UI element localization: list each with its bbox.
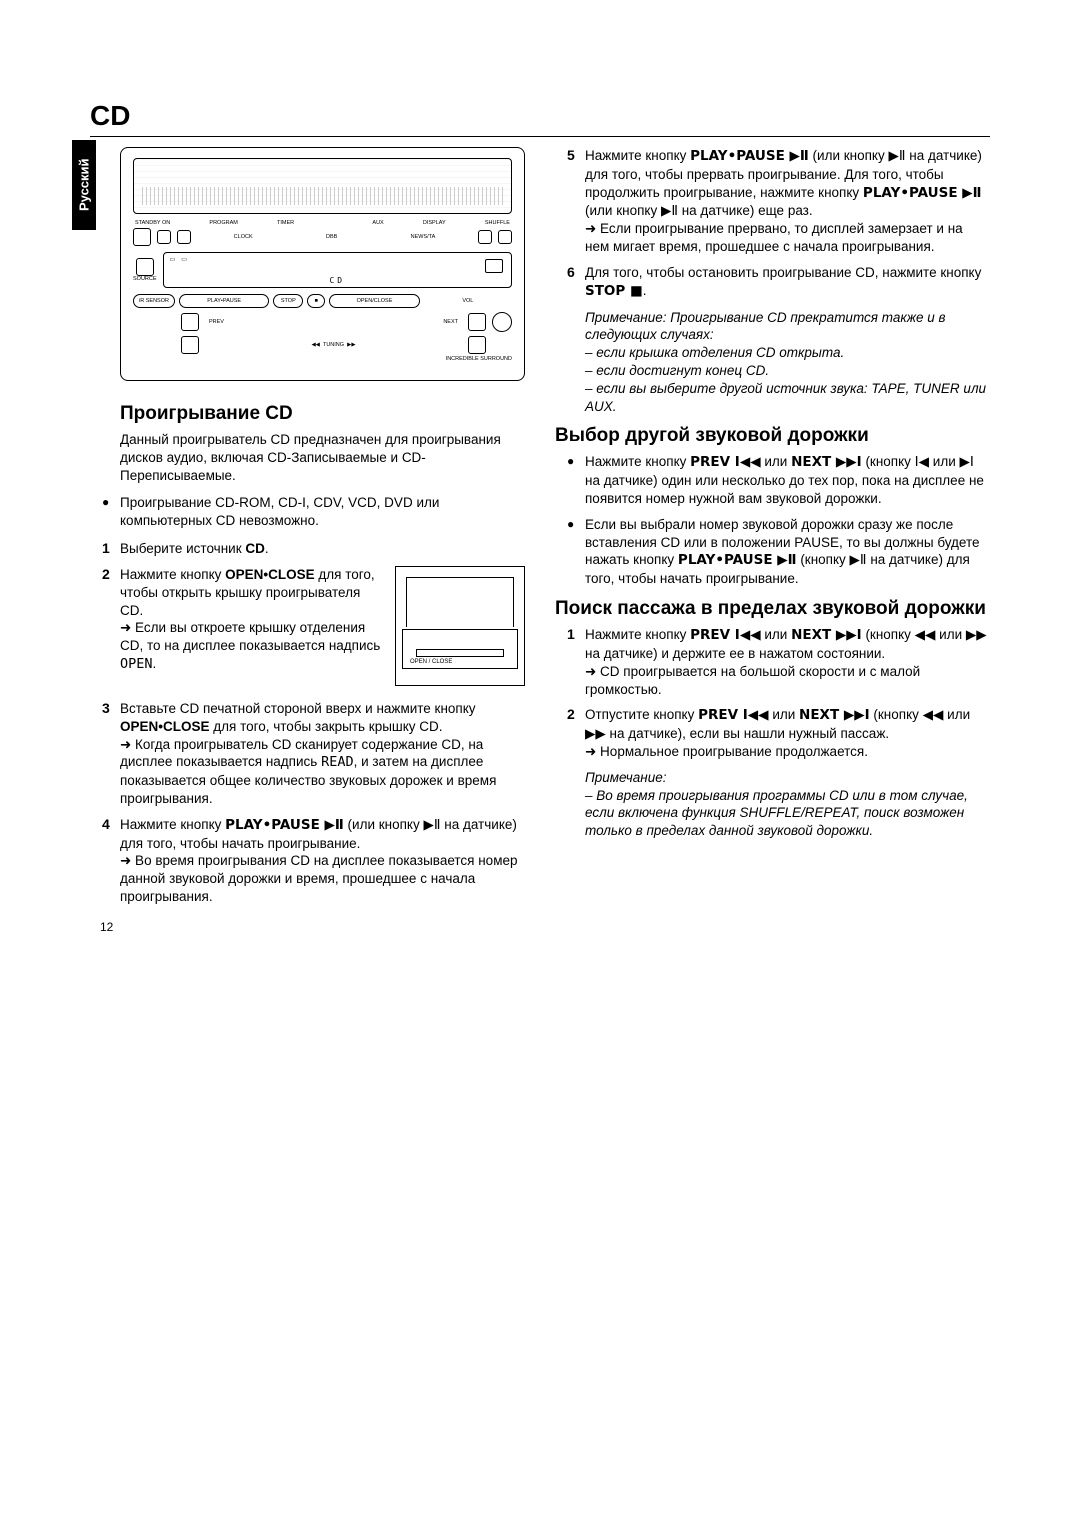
page-title: CD (90, 100, 990, 132)
step-num-2: 2 (102, 566, 120, 692)
select-bullet-1: Нажмите кнопку PREV Ⅰ◀◀ или NEXT ▶▶Ⅰ (кн… (567, 453, 990, 507)
step-1: Выберите источник CD. (120, 540, 525, 558)
bullet-cdrom: Проигрывание CD-ROM, CD-I, CDV, VCD, DVD… (102, 494, 525, 530)
step-num-4: 4 (102, 816, 120, 906)
step-2: OPEN / CLOSE Нажмите кнопку OPEN•CLOSE д… (120, 566, 525, 692)
cd-player-diagram: STANDBY ON PROGRAM TIMER AUX DISPLAY SHU… (120, 147, 525, 381)
note2: Примечание: – Во время проигрывания прог… (585, 769, 990, 840)
search-step-1: Нажмите кнопку PREV Ⅰ◀◀ или NEXT ▶▶Ⅰ (кн… (585, 626, 990, 698)
note-block: Примечание: Проигрывание CD прекратится … (585, 309, 990, 416)
step-6: Для того, чтобы остановить проигрывание … (585, 264, 990, 301)
language-tab: Русский (72, 140, 96, 230)
step-3: Вставьте CD печатной стороной вверх и на… (120, 700, 525, 808)
heading-play-cd: Проигрывание CD (120, 403, 525, 425)
intro-text: Данный проигрыватель CD предназначен для… (120, 431, 525, 484)
cd-lid-diagram: OPEN / CLOSE (395, 566, 525, 686)
select-bullet-2: Если вы выбрали номер звуковой дорожки с… (567, 516, 990, 588)
heading-select-track: Выбор другой звуковой дорожки (555, 425, 990, 447)
step-num-6: 6 (567, 264, 585, 301)
step-5: Нажмите кнопку PLAY•PAUSE ▶Ⅱ (или кнопку… (585, 147, 990, 256)
step-num-3: 3 (102, 700, 120, 808)
step-num-1: 1 (102, 540, 120, 558)
search-num-1: 1 (567, 626, 585, 698)
search-num-2: 2 (567, 706, 585, 760)
page-number: 12 (100, 920, 113, 934)
step-num-5: 5 (567, 147, 585, 256)
step-4: Нажмите кнопку PLAY•PAUSE ▶Ⅱ (или кнопку… (120, 816, 525, 906)
heading-search-passage: Поиск пассажа в пределах звуковой дорожк… (555, 598, 990, 620)
search-step-2: Отпустите кнопку PREV Ⅰ◀◀ или NEXT ▶▶Ⅰ (… (585, 706, 990, 760)
